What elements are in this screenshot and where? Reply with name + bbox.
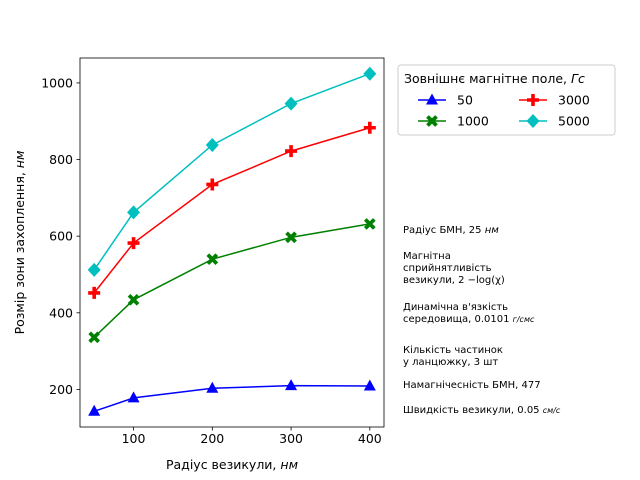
legend: Зовнішнє магнітне поле, Гс 50 1000 3000 5000: [397, 64, 616, 136]
data-point-5000-50: [87, 262, 101, 277]
data-point-50-200: [206, 381, 219, 393]
y-tick-label: 400: [49, 305, 73, 320]
legend-label: 50: [457, 93, 473, 108]
y-axis-label: Розмір зони захоплення, нм: [12, 151, 27, 335]
data-point-5000-200: [205, 137, 219, 152]
data-point-1000-300: [285, 231, 297, 244]
x-tick-label: 100: [122, 431, 146, 446]
data-point-5000-400: [363, 66, 377, 81]
annotation-magnetization: Намагнічесність БМН, 477: [403, 380, 541, 391]
data-point-1000-200: [206, 253, 219, 266]
legend-swatch-marker: [426, 93, 438, 105]
y-tick-label: 200: [49, 382, 73, 397]
legend-label: 3000: [558, 93, 590, 108]
annotation-viscosity: Динамічна в'язкість середовища, 0.0101 г…: [403, 302, 535, 325]
legend-item-5000: 5000: [519, 114, 590, 129]
data-point-1000-50: [88, 331, 101, 344]
legend-item-3000: 3000: [519, 93, 590, 108]
data-point-3000-50: [88, 286, 101, 299]
data-point-5000-100: [127, 205, 141, 220]
legend-item-50: 50: [418, 93, 473, 108]
x-tick-label: 400: [358, 431, 382, 446]
data-point-1000-400: [363, 218, 376, 230]
axes: 100 200 300 400 200 400 600 800 1000 Радіус везик…: [12, 57, 385, 472]
legend-swatch-marker: [527, 94, 539, 106]
data-point-1000-100: [127, 293, 140, 306]
data-point-50-100: [127, 391, 140, 403]
data-point-3000-300: [285, 145, 298, 158]
data-point-3000-100: [127, 237, 140, 250]
annotation-particle-count: Кількість частинок у ланцюжку, 3 шт: [403, 345, 503, 368]
y-tick-label: 600: [49, 229, 73, 244]
data-point-50-300: [285, 379, 298, 391]
legend-label: 5000: [558, 114, 590, 129]
legend-swatch-marker: [526, 114, 540, 128]
series-line-5000: [93, 73, 371, 271]
data-point-3000-200: [206, 178, 219, 191]
legend-item-1000: 1000: [418, 114, 489, 129]
annotation-susceptibility: Магнітна сприйнятливість везикули, 2 −lo…: [403, 251, 505, 286]
annotation-radius: Радіус БМН, 25 нм: [403, 225, 499, 236]
x-axis-label: Радіус везикули, нм: [166, 457, 298, 472]
data-point-3000-400: [363, 121, 376, 134]
y-tick-label: 800: [49, 152, 73, 167]
legend-swatch-marker: [426, 115, 438, 127]
annotation-velocity: Швидкість везикули, 0.05 см/с: [403, 405, 561, 416]
plot-frame: [79, 57, 385, 428]
legend-box: [397, 64, 616, 136]
plot-area: [87, 66, 377, 416]
legend-label: 1000: [457, 114, 489, 129]
data-point-5000-300: [284, 96, 298, 111]
legend-title: Зовнішнє магнітне поле, Гс: [404, 71, 585, 86]
data-point-50-400: [363, 379, 376, 391]
data-point-50-50: [88, 404, 101, 416]
x-tick-label: 300: [279, 431, 303, 446]
x-tick-label: 200: [200, 431, 224, 446]
y-tick-label: 1000: [41, 75, 73, 90]
